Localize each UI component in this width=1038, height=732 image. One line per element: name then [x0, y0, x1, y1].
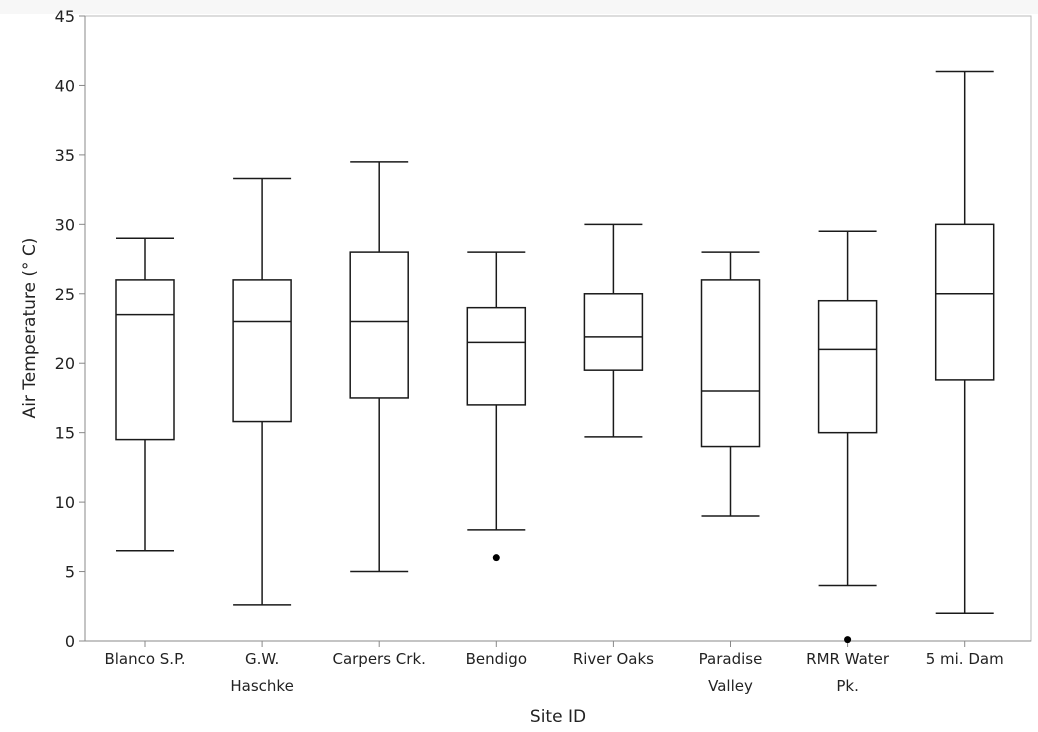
box-8: [934, 70, 995, 614]
y-tick-label: 35: [55, 146, 75, 165]
plot-frame: [84, 15, 1032, 642]
x-tick-label: Blanco S.P.: [104, 650, 185, 668]
iqr-box: [700, 279, 761, 448]
outlier-point: [492, 554, 500, 562]
box-2: [232, 177, 292, 606]
y-axis-ticks: 0 5 10 15 20 25 30 35 40 45: [55, 7, 85, 651]
x-tick-label: 5 mi. Dam: [926, 650, 1004, 668]
x-tick-label: River Oaks: [573, 650, 654, 668]
outlier-point: [844, 636, 852, 644]
y-tick-label: 15: [55, 424, 75, 443]
top-strip: [0, 0, 1038, 14]
y-tick-label: 0: [65, 632, 75, 651]
y-tick-label: 40: [55, 76, 75, 95]
x-axis-title: Site ID: [530, 707, 586, 727]
box-5: [583, 223, 644, 438]
iqr-box: [115, 279, 175, 441]
y-tick-label: 45: [55, 7, 75, 26]
box-4: [466, 251, 527, 562]
box-1: [115, 237, 175, 552]
box-6: [700, 251, 761, 517]
iqr-box: [466, 306, 527, 406]
iqr-box: [232, 279, 292, 423]
y-tick-label: 25: [55, 285, 75, 304]
y-axis-title: Air Temperature (° C): [20, 238, 40, 419]
iqr-box: [583, 293, 644, 371]
iqr-box: [817, 299, 878, 434]
x-tick-label: RMR Water: [806, 650, 890, 668]
x-axis-ticks: Blanco S.P. G.W. Haschke Carpers Crk. Bendig…: [104, 641, 1004, 695]
x-tick-label: Bendigo: [466, 650, 527, 668]
y-tick-label: 10: [55, 493, 75, 512]
x-tick-label: Haschke: [230, 677, 293, 695]
y-tick-label: 5: [65, 563, 75, 582]
box-series: [115, 70, 995, 644]
x-tick-label: Pk.: [836, 677, 859, 695]
box-3: [349, 161, 409, 573]
y-tick-label: 30: [55, 215, 75, 234]
x-tick-label: G.W.: [245, 650, 279, 668]
iqr-box: [934, 223, 995, 381]
x-tick-label: Carpers Crk.: [332, 650, 425, 668]
box-7: [817, 230, 878, 644]
x-tick-label: Paradise: [699, 650, 763, 668]
iqr-box: [349, 251, 409, 399]
y-tick-label: 20: [55, 354, 75, 373]
x-tick-label: Valley: [708, 677, 753, 695]
